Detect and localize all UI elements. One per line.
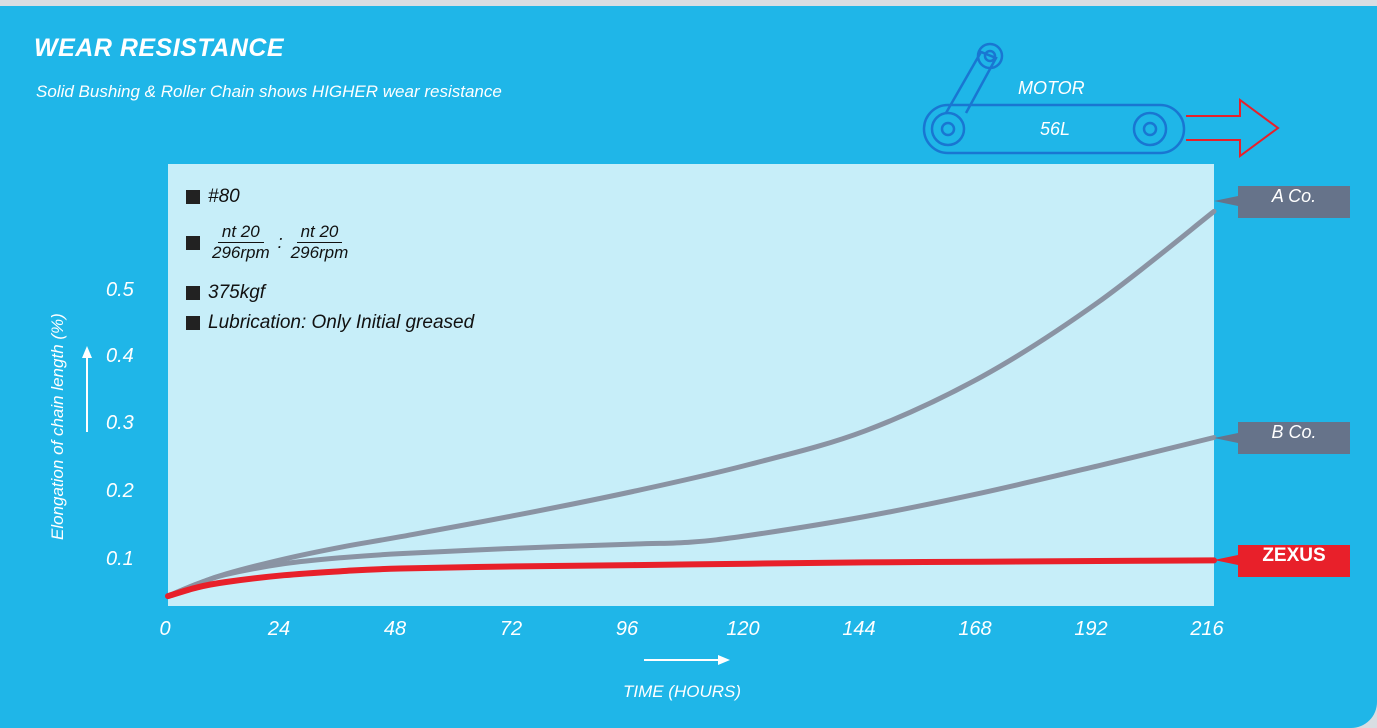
series-line-b-co (165, 435, 1217, 599)
y-tick-label: 0.4 (106, 345, 134, 367)
bullet-square-icon (186, 235, 200, 250)
x-tick-label: 96 (615, 618, 639, 640)
speed-separator: : (277, 232, 283, 252)
speed-left-denominator: 296rpm (212, 243, 270, 262)
x-tick-label: 48 (383, 618, 407, 640)
motor-pulley (976, 42, 1004, 70)
x-tick-label: 72 (499, 618, 523, 640)
x-axis-arrow-icon (718, 655, 730, 665)
x-axis-label: TIME (HOURS) (622, 682, 742, 701)
x-tick-label: 144 (842, 618, 876, 640)
chart-title: WEAR RESISTANCE (34, 34, 285, 62)
left-sprocket-hub (940, 121, 956, 137)
chart-subtitle: Solid Bushing & Roller Chain shows HIGHE… (36, 82, 502, 101)
bullet-square-icon (186, 316, 200, 330)
right-sprocket-hub (1142, 121, 1158, 137)
speed-fraction-right: nt 20 296rpm (287, 222, 353, 263)
condition-speed: nt 20 296rpm : nt 20 296rpm (186, 222, 352, 263)
direction-arrow-icon (1186, 98, 1280, 158)
bullet-square-icon (186, 190, 200, 204)
speed-left-numerator: nt 20 (217, 222, 264, 243)
series-label-zexus: ZEXUS (1238, 545, 1350, 577)
left-sprocket (930, 111, 966, 147)
motor-label: MOTOR (1018, 78, 1085, 98)
y-axis-label: Elongation of chain length (%) (48, 313, 67, 540)
condition-load-text: 375kgf (208, 282, 266, 303)
right-sprocket (1132, 111, 1168, 147)
x-tick-label: 168 (958, 618, 992, 640)
x-tick-label: 120 (726, 618, 760, 640)
zexus-pointer (1214, 555, 1238, 565)
y-axis-arrow-icon (82, 346, 92, 358)
motor-size: 56L (1040, 119, 1071, 139)
drive-belt-outline (922, 103, 1186, 155)
series-line-a-co (165, 208, 1217, 599)
speed-right-denominator: 296rpm (290, 243, 349, 262)
speed-right-numerator: nt 20 (296, 222, 343, 243)
plot-area (168, 164, 1214, 606)
condition-chain-size: #80 (186, 186, 240, 208)
series-label-b-co: B Co. (1238, 422, 1350, 454)
motor-arm (944, 50, 998, 114)
series-label-a-co: A Co. (1238, 186, 1350, 218)
y-tick-label: 0.3 (106, 412, 134, 434)
speed-fraction-left: nt 20 296rpm (208, 222, 274, 263)
y-tick-label: 0.2 (106, 480, 134, 502)
y-tick-label: 0.5 (106, 279, 134, 301)
b-co-pointer (1214, 433, 1238, 443)
condition-chain-text: #80 (208, 186, 240, 207)
motor-pulley-hub (983, 49, 997, 63)
series-lines (165, 208, 1217, 600)
condition-load: 375kgf (186, 282, 265, 304)
x-tick-label: 0 (159, 618, 171, 640)
x-tick-label: 24 (267, 618, 291, 640)
series-line-zexus (165, 557, 1217, 600)
bullet-square-icon (186, 286, 200, 300)
a-co-pointer (1214, 196, 1238, 206)
x-tick-label: 192 (1074, 618, 1108, 640)
condition-lubrication-text: Lubrication: Only Initial greased (208, 312, 475, 333)
x-tick-label: 216 (1190, 618, 1224, 640)
y-tick-label: 0.1 (106, 548, 134, 570)
condition-lubrication: Lubrication: Only Initial greased (186, 312, 474, 334)
